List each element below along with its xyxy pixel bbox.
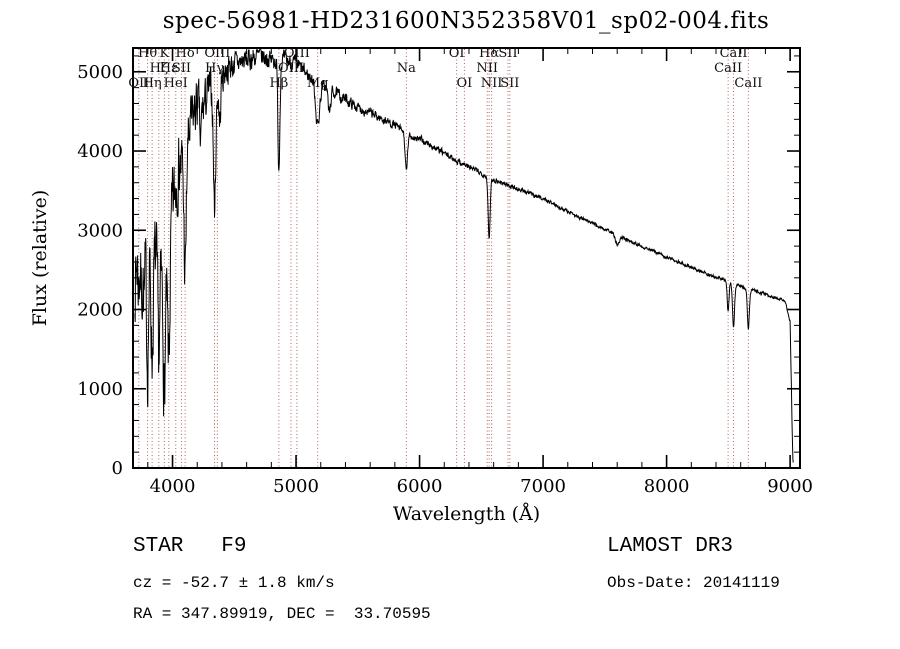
coordinates-text: RA = 347.89919, DEC = 33.70595 xyxy=(133,605,431,623)
svg-text:Hε: Hε xyxy=(160,61,178,76)
y-axis-label: Flux (relative) xyxy=(29,189,51,327)
object-class-text: STAR F9 xyxy=(133,535,247,558)
svg-text:1000: 1000 xyxy=(77,379,123,400)
svg-text:K: K xyxy=(160,46,170,61)
svg-text:Hα: Hα xyxy=(479,46,499,61)
redshift-text: cz = -52.7 ± 1.8 km/s xyxy=(133,574,335,592)
spectral-marker-lines xyxy=(138,49,749,467)
svg-text:OIII: OIII xyxy=(204,46,230,61)
survey-text: LAMOST DR3 xyxy=(607,535,734,558)
svg-text:0: 0 xyxy=(112,458,123,479)
svg-text:CaII: CaII xyxy=(714,61,742,76)
svg-text:Na: Na xyxy=(397,61,416,76)
svg-text:2000: 2000 xyxy=(77,300,123,321)
svg-text:OI: OI xyxy=(457,76,473,91)
svg-text:5000: 5000 xyxy=(273,476,319,497)
svg-text:Mg: Mg xyxy=(307,76,329,91)
svg-text:Hδ: Hδ xyxy=(176,46,195,61)
svg-text:Hη: Hη xyxy=(143,76,162,91)
svg-text:4000: 4000 xyxy=(77,141,123,162)
svg-text:8000: 8000 xyxy=(644,476,690,497)
tick-marks xyxy=(133,48,800,469)
axes-box xyxy=(132,47,801,469)
svg-text:3000: 3000 xyxy=(77,220,123,241)
svg-text:7000: 7000 xyxy=(520,476,566,497)
svg-text:OIII: OIII xyxy=(278,61,304,76)
svg-text:SII: SII xyxy=(498,46,517,61)
svg-text:HeI: HeI xyxy=(164,76,188,91)
plot-title: spec-56981-HD231600N352358V01_sp02-004.f… xyxy=(162,8,770,34)
svg-text:Hβ: Hβ xyxy=(269,76,288,91)
svg-text:OII: OII xyxy=(128,76,149,91)
spectrum-trace xyxy=(134,48,794,463)
svg-text:SII: SII xyxy=(500,76,519,91)
svg-text:OIII: OIII xyxy=(284,46,310,61)
obs-date-text: Obs-Date: 20141119 xyxy=(607,574,780,592)
svg-text:NII: NII xyxy=(476,61,498,76)
svg-text:5000: 5000 xyxy=(77,62,123,83)
svg-text:9000: 9000 xyxy=(767,476,813,497)
svg-text:CaII: CaII xyxy=(720,46,748,61)
svg-text:Hγ: Hγ xyxy=(205,61,224,76)
svg-text:OI: OI xyxy=(449,46,465,61)
tick-labels: 4000 5000 6000 7000 8000 9000 0 1000 2000 3000 400… xyxy=(77,62,813,497)
svg-text:Hζ: Hζ xyxy=(150,61,168,76)
svg-text:6000: 6000 xyxy=(397,476,443,497)
svg-text:4000: 4000 xyxy=(150,476,196,497)
svg-text:SII: SII xyxy=(172,61,191,76)
x-axis-label: Wavelength (Å) xyxy=(392,503,541,525)
svg-text:CaII: CaII xyxy=(734,76,762,91)
svg-text:Hθ: Hθ xyxy=(138,46,157,61)
svg-text:NII: NII xyxy=(481,76,503,91)
